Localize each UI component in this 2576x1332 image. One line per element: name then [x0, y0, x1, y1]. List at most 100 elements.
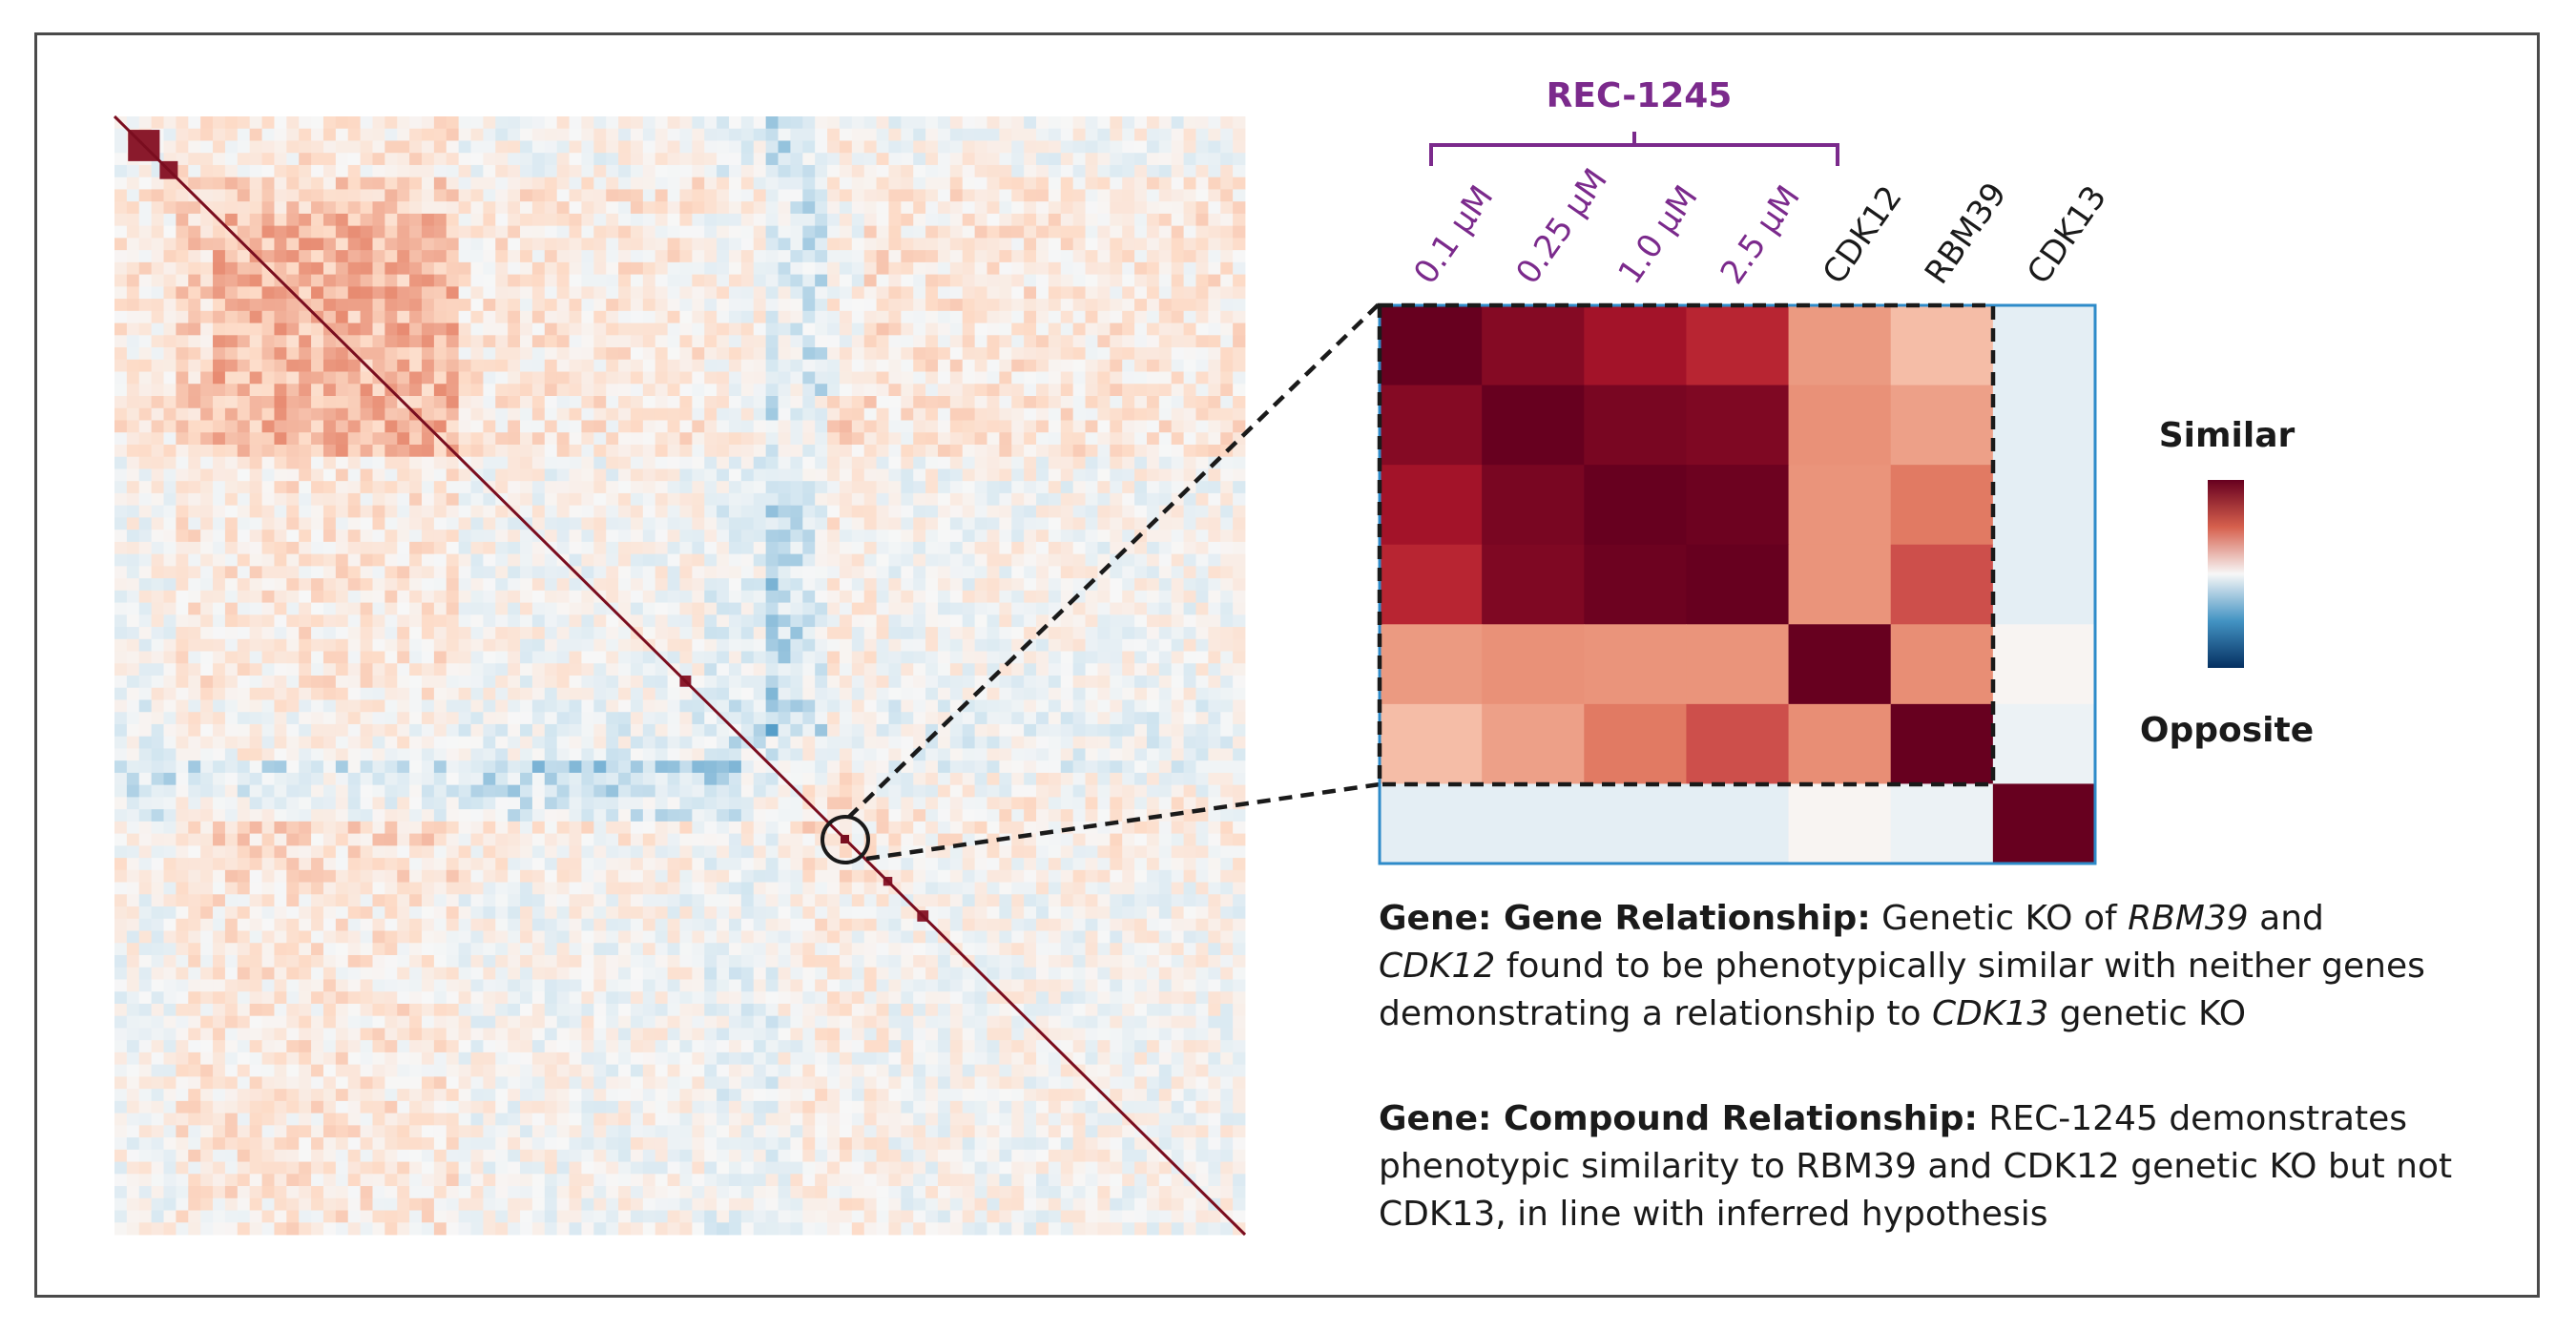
overview-heatmap-cell	[815, 225, 828, 239]
overview-heatmap-cell	[360, 299, 373, 312]
overview-heatmap-cell	[335, 602, 349, 615]
overview-heatmap-cell	[913, 736, 926, 749]
overview-heatmap-cell	[692, 407, 705, 421]
overview-heatmap-cell	[863, 189, 877, 202]
overview-heatmap-cell	[1072, 517, 1086, 531]
overview-heatmap-cell	[299, 541, 312, 555]
overview-heatmap-cell	[999, 541, 1012, 555]
overview-heatmap-cell	[1036, 602, 1049, 615]
overview-heatmap-cell	[1048, 712, 1062, 725]
overview-heatmap-cell	[1146, 627, 1160, 640]
overview-heatmap-cell	[422, 517, 435, 531]
overview-heatmap-cell	[740, 517, 755, 531]
overview-heatmap-cell	[520, 177, 533, 190]
overview-heatmap-cell	[520, 396, 533, 409]
overview-heatmap-cell	[618, 299, 632, 312]
overview-heatmap-cell	[618, 371, 632, 385]
overview-heatmap-cell	[556, 396, 570, 409]
overview-heatmap-cell	[1085, 250, 1098, 263]
overview-heatmap-cell	[114, 359, 128, 372]
overview-heatmap-cell	[286, 261, 300, 276]
overview-heatmap-cell	[654, 347, 669, 361]
overview-heatmap-cell	[999, 748, 1012, 761]
overview-heatmap-cell	[851, 213, 865, 227]
overview-heatmap-cell	[888, 201, 902, 215]
overview-heatmap-cell	[949, 602, 964, 615]
overview-heatmap-cell	[962, 468, 976, 482]
overview-heatmap-cell	[261, 335, 275, 348]
overview-heatmap-cell	[790, 517, 803, 531]
overview-heatmap-cell	[1085, 286, 1098, 300]
overview-heatmap-cell	[114, 578, 128, 592]
overview-heatmap-cell	[531, 116, 546, 130]
overview-heatmap-cell	[1097, 760, 1111, 774]
overview-heatmap-cell	[765, 444, 779, 458]
overview-heatmap-cell	[1195, 578, 1209, 592]
overview-heatmap-cell	[717, 177, 730, 190]
overview-heatmap-cell	[1024, 651, 1037, 664]
overview-heatmap-cell	[827, 359, 841, 372]
overview-heatmap-cell	[372, 274, 385, 287]
overview-heatmap-cell	[1072, 420, 1086, 433]
overview-heatmap-cell	[901, 432, 914, 446]
overview-heatmap-cell	[1097, 261, 1111, 276]
overview-heatmap-cell	[1195, 723, 1209, 738]
overview-heatmap-cell	[544, 712, 558, 725]
overview-heatmap-cell	[311, 299, 324, 312]
overview-heatmap-cell	[790, 384, 803, 397]
overview-heatmap-cell	[470, 250, 484, 263]
overview-heatmap-cell	[717, 468, 730, 482]
overview-heatmap-cell	[618, 676, 632, 689]
overview-heatmap-cell	[937, 760, 951, 774]
overview-heatmap-cell	[1110, 250, 1123, 263]
overview-heatmap-cell	[778, 517, 791, 531]
overview-heatmap-cell	[827, 153, 841, 166]
overview-heatmap-cell	[1134, 128, 1148, 141]
overview-heatmap-cell	[1072, 261, 1086, 276]
overview-heatmap-cell	[520, 699, 533, 713]
overview-heatmap-cell	[1072, 359, 1086, 372]
overview-heatmap-cell	[372, 384, 385, 397]
overview-heatmap-cell	[778, 201, 791, 215]
overview-heatmap-cell	[802, 407, 816, 421]
overview-heatmap-cell	[717, 699, 730, 713]
overview-heatmap-cell	[556, 456, 570, 469]
overview-heatmap-cell	[606, 407, 619, 421]
overview-heatmap-cell	[815, 760, 828, 774]
overview-heatmap-cell	[531, 723, 546, 738]
overview-heatmap-cell	[335, 517, 349, 531]
overview-heatmap-cell	[360, 687, 373, 700]
overview-heatmap-cell	[237, 456, 251, 469]
overview-heatmap-cell	[815, 627, 828, 640]
overview-heatmap-cell	[433, 481, 447, 494]
overview-heatmap-cell	[606, 566, 619, 579]
overview-heatmap-cell	[642, 261, 656, 276]
overview-heatmap-cell	[642, 213, 656, 227]
overview-heatmap-cell	[237, 420, 251, 433]
overview-heatmap-cell	[508, 566, 521, 579]
overview-heatmap-cell	[397, 723, 410, 738]
overview-heatmap-cell	[606, 189, 619, 202]
overview-heatmap-cell	[311, 530, 324, 543]
overview-heatmap-cell	[483, 638, 496, 652]
overview-heatmap-cell	[802, 286, 816, 300]
overview-heatmap-cell	[249, 687, 262, 700]
overview-heatmap-cell	[224, 760, 239, 774]
overview-heatmap-cell	[372, 723, 385, 738]
overview-heatmap-cell	[1195, 371, 1209, 385]
overview-heatmap-cell	[556, 238, 570, 251]
overview-heatmap-cell	[925, 407, 939, 421]
overview-heatmap-cell	[593, 651, 607, 664]
overview-heatmap-cell	[802, 347, 816, 361]
overview-heatmap-cell	[556, 590, 570, 603]
overview-heatmap-cell	[274, 140, 287, 154]
overview-heatmap-cell	[729, 602, 742, 615]
overview-heatmap-cell	[717, 310, 730, 323]
overview-heatmap-cell	[704, 530, 717, 543]
overview-heatmap-cell	[138, 274, 153, 287]
overview-heatmap-cell	[261, 347, 275, 361]
overview-heatmap-cell	[163, 712, 177, 725]
overview-heatmap-cell	[1158, 456, 1173, 469]
overview-heatmap-cell	[151, 456, 164, 469]
overview-heatmap-cell	[556, 517, 570, 531]
